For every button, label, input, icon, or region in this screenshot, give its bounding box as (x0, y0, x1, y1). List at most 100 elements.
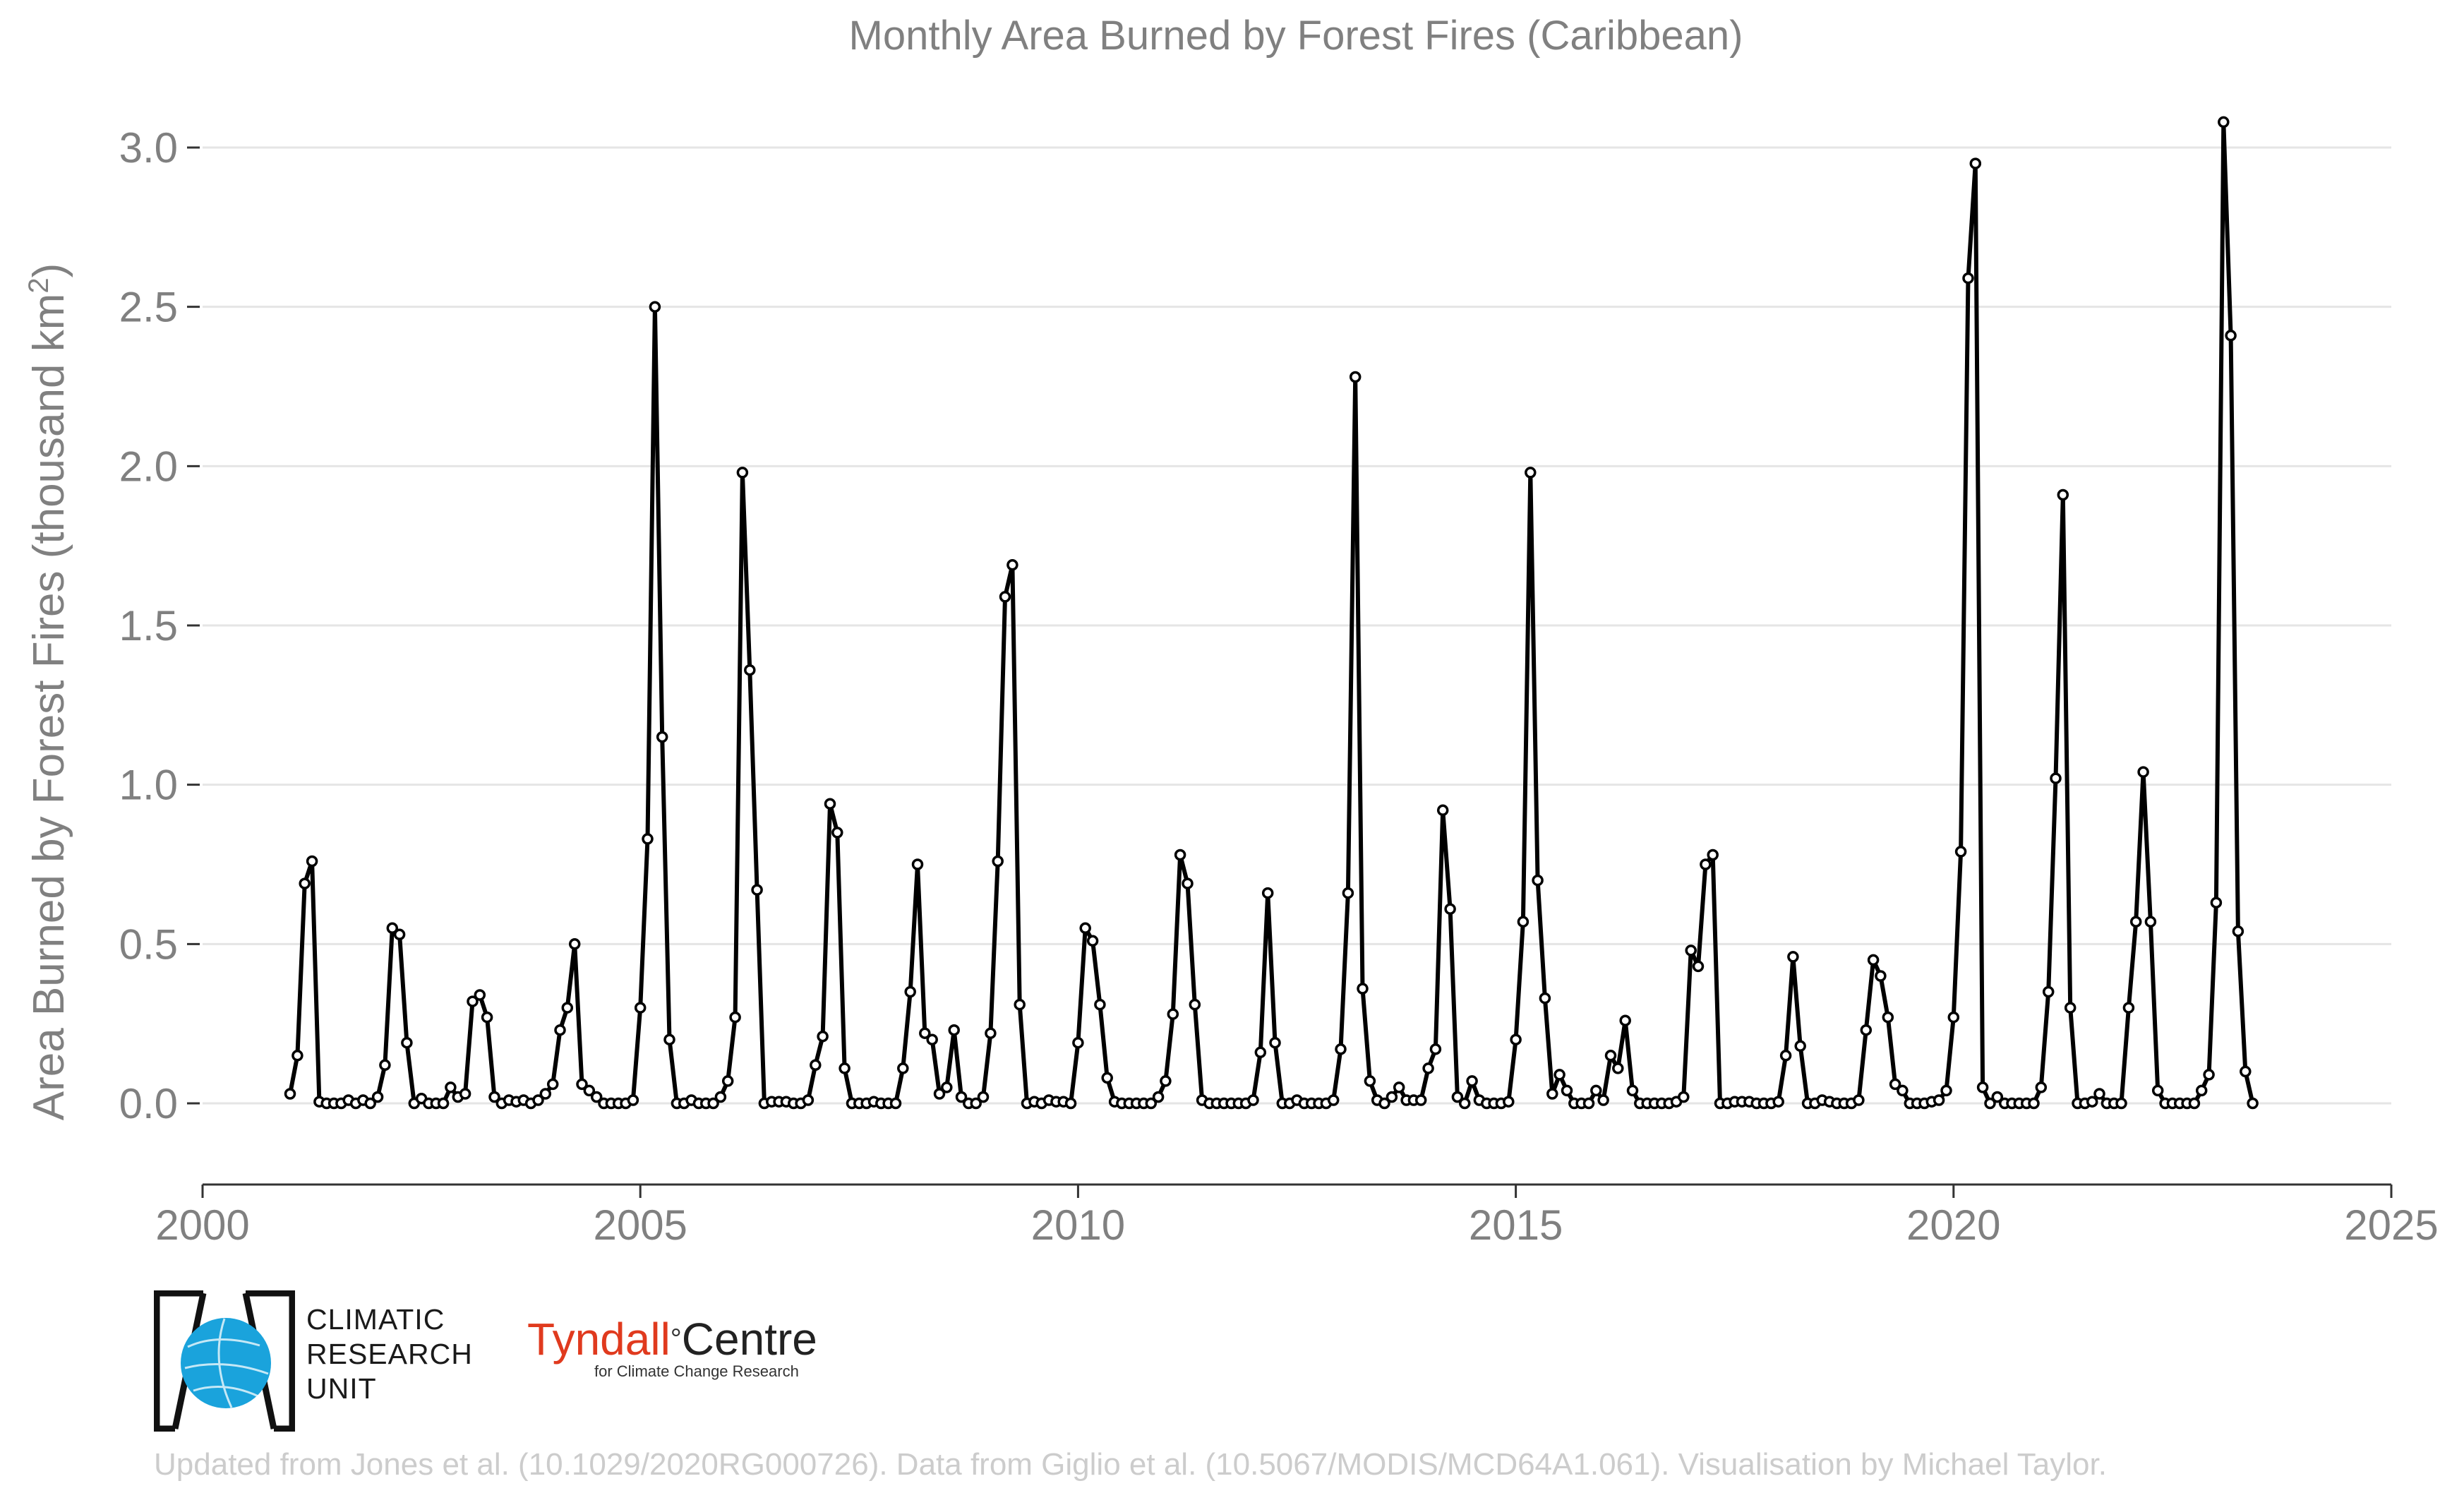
data-point (386, 922, 399, 935)
data-point (568, 938, 581, 950)
data-point (583, 1084, 596, 1097)
cru-line-1: CLIMATIC (306, 1303, 445, 1336)
data-point (1889, 1078, 1901, 1091)
data-point (955, 1091, 968, 1103)
data-point (1976, 1081, 1989, 1093)
data-point (2028, 1097, 2040, 1110)
data-point (2232, 925, 2244, 937)
data-point (999, 591, 1011, 603)
data-point (1167, 1008, 1179, 1020)
data-point (1707, 849, 1719, 861)
data-point (2151, 1084, 2164, 1097)
data-point (1772, 1096, 1784, 1108)
data-point (2144, 916, 2157, 928)
data-point (721, 1075, 734, 1087)
data-point (1867, 954, 1880, 966)
x-tick-label: 2025 (2344, 1201, 2438, 1249)
data-point (371, 1091, 384, 1103)
chart-title: Monthly Area Burned by Forest Fires (Car… (849, 13, 1743, 59)
data-point (1882, 1011, 1894, 1024)
y-axis-label: Area Burned by Forest Fires (thousand km… (23, 263, 73, 1121)
data-point (824, 798, 836, 810)
data-point (649, 301, 661, 313)
data-point (889, 1097, 902, 1110)
data-point (1612, 1062, 1624, 1074)
data-point (926, 1033, 938, 1045)
data-point (532, 1094, 544, 1106)
data-point (1444, 903, 1456, 915)
data-point (1182, 877, 1194, 889)
data-point (554, 1024, 566, 1036)
data-point (831, 827, 843, 839)
data-point (1101, 1072, 1113, 1084)
data-point (839, 1062, 851, 1074)
data-point (284, 1088, 296, 1100)
data-point (299, 877, 311, 889)
data-point (1335, 1043, 1347, 1055)
data-point (714, 1091, 727, 1103)
data-point (1897, 1084, 1909, 1097)
data-point (2188, 1097, 2201, 1110)
data-point (2137, 766, 2149, 778)
data-point (751, 884, 763, 896)
data-point (1991, 1091, 2004, 1103)
data-point (1386, 1091, 1398, 1103)
data-point (1853, 1094, 1865, 1106)
data-point (1582, 1097, 1595, 1110)
data-point (437, 1097, 450, 1110)
data-point (656, 731, 668, 743)
data-point (2093, 1088, 2105, 1100)
data-point (1561, 1084, 1573, 1097)
tyndall-logo: Tyndall°Centre for Climate Change Resear… (527, 1314, 817, 1380)
data-point (1940, 1084, 1952, 1097)
data-point (546, 1078, 559, 1091)
data-point (1969, 157, 1982, 169)
data-point (379, 1059, 391, 1072)
data-point (985, 1027, 997, 1039)
data-point (481, 1011, 493, 1024)
data-point (1984, 1097, 1996, 1110)
data-point (933, 1088, 946, 1100)
y-tick-label: 1.5 (119, 602, 178, 649)
data-point (1779, 1050, 1792, 1062)
data-point (1247, 1094, 1259, 1106)
data-point (2050, 772, 2062, 784)
data-point (1678, 1091, 1690, 1103)
data-point (919, 1027, 931, 1039)
data-point (474, 989, 486, 1001)
data-point (1700, 858, 1712, 870)
data-point (306, 855, 318, 868)
data-point (539, 1088, 552, 1100)
cru-logo-icon (154, 1290, 295, 1432)
x-axis-ticks: 2000 2005 2010 2015 2020 2025 (155, 1185, 2439, 1249)
data-point (1597, 1094, 1609, 1106)
cru-logo-text: CLIMATIC RESEARCH UNIT (306, 1302, 473, 1406)
data-point (634, 1002, 647, 1014)
data-point (1553, 1069, 1565, 1081)
data-point (1269, 1036, 1281, 1049)
data-point (1094, 998, 1106, 1011)
data-point (1875, 970, 1887, 982)
data-point (1525, 467, 1537, 479)
data-point (1014, 998, 1026, 1011)
credit-line: Updated from Jones et al. (10.1029/2020R… (154, 1447, 2107, 1482)
data-point (977, 1091, 990, 1103)
data-point (2115, 1097, 2127, 1110)
data-point (1414, 1094, 1427, 1106)
data-point (729, 1011, 741, 1024)
data-point (1145, 1097, 1158, 1110)
data-point (1378, 1097, 1390, 1110)
data-point (1342, 887, 1354, 899)
data-point (2042, 985, 2055, 998)
tyndall-degree: ° (670, 1324, 682, 1355)
data-point (1327, 1094, 1340, 1106)
y-tick-label: 2.0 (119, 443, 178, 490)
y-axis-label-main: Area Burned by Forest Fires (thousand km (25, 294, 73, 1121)
data-point (2225, 330, 2237, 342)
centre-word: Centre (681, 1314, 817, 1365)
data-point (736, 467, 749, 479)
data-point (1794, 1040, 1806, 1053)
data-point (1357, 983, 1369, 995)
data-point (1152, 1091, 1165, 1103)
data-point (1174, 849, 1186, 861)
